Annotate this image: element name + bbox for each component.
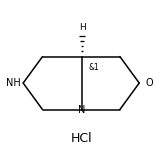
Text: H: H [79,23,85,32]
Text: O: O [145,78,153,88]
Text: &1: &1 [88,63,99,72]
Text: NH: NH [6,78,21,88]
Text: N: N [78,105,86,115]
Text: HCl: HCl [71,132,93,145]
